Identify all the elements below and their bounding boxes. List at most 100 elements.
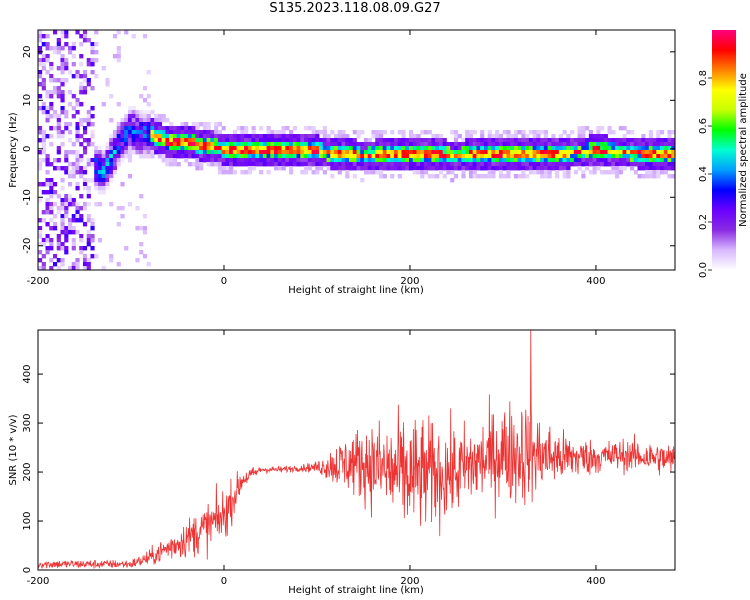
spectrogram-cell: [90, 234, 95, 239]
spectrogram-cell: [577, 130, 582, 135]
spectrogram-cell: [322, 170, 327, 175]
spectrogram-cell: [150, 138, 155, 143]
spectrogram-cell: [135, 150, 140, 155]
spectrogram-cell: [408, 134, 414, 139]
spectrogram-cell: [618, 126, 623, 131]
spectrogram-cell: [150, 134, 155, 139]
spectrogram-cell: [592, 150, 597, 155]
spectrogram-cell: [408, 162, 414, 167]
spectrogram-cell: [206, 122, 211, 127]
spectrogram-cell: [292, 134, 297, 139]
spectrogram-cell: [75, 182, 80, 187]
spectrogram-cell: [38, 230, 43, 235]
spectrogram-cell: [187, 154, 193, 159]
spectrogram-cell: [146, 118, 151, 123]
spectrogram-cell: [97, 162, 103, 167]
spectrogram-cell: [67, 122, 73, 127]
spectrogram-cell: [262, 138, 267, 143]
spectrogram-cell: [56, 194, 61, 199]
spectrogram-cell: [536, 158, 541, 163]
spectrogram-cell: [41, 146, 46, 151]
spectrogram-cell: [38, 82, 43, 87]
spectrogram-cell: [319, 130, 324, 135]
spectrogram-cell: [109, 174, 114, 179]
spectrogram-cell: [495, 150, 500, 155]
spectrogram-cell: [41, 190, 46, 195]
spectrogram-cell: [274, 130, 279, 135]
spectrogram-cell: [67, 218, 73, 223]
spectrogram-cell: [202, 158, 208, 163]
spectrogram-cell: [378, 154, 384, 159]
spectrogram-cell: [64, 250, 69, 255]
spectrogram-cell: [109, 170, 114, 175]
spectrogram-cell: [180, 134, 185, 139]
spectrogram-cell: [408, 130, 414, 135]
spectrogram-cell: [446, 154, 451, 159]
spectrogram-cell: [214, 126, 219, 131]
spectrogram-cell: [322, 130, 327, 135]
spectrogram-cell: [322, 134, 327, 139]
spectrogram-cell: [633, 138, 638, 143]
spectrogram-cell: [266, 138, 271, 143]
spectrogram-cell: [202, 122, 208, 127]
spectrogram-cell: [75, 214, 80, 219]
spectrogram-cell: [187, 130, 193, 135]
spectrogram-cell: [169, 154, 174, 159]
spectrogram-cell: [363, 162, 369, 167]
spectrogram-cell: [671, 174, 676, 179]
spectrogram-cell: [341, 142, 346, 147]
spectrogram-cell: [120, 154, 125, 159]
spectrogram-cell: [442, 138, 447, 143]
spectrogram-cell: [536, 130, 541, 135]
spectrogram-cell: [82, 126, 88, 131]
spectrogram-cell: [588, 146, 593, 151]
spectrogram-cell: [67, 70, 73, 75]
spectrogram-cell: [176, 146, 181, 151]
spectrogram-cell: [79, 154, 84, 159]
spectrogram-cell: [315, 162, 320, 167]
spectrogram-cell: [71, 238, 76, 243]
spectrogram-cell: [435, 146, 440, 151]
spectrogram-cell: [341, 130, 346, 135]
spectrogram-cell: [240, 138, 245, 143]
spectrogram-cell: [229, 138, 234, 143]
spectrogram-cell: [127, 174, 133, 179]
spectrogram-cell: [461, 170, 466, 175]
spectrogram-cell: [521, 150, 526, 155]
spectrogram-cell: [517, 166, 522, 171]
spectrogram-cell: [142, 34, 148, 39]
snr-y-tick-label: 400: [22, 365, 33, 384]
spectrogram-cell: [577, 126, 582, 131]
spectrogram-y-tick-label: 20: [22, 45, 33, 58]
spectrogram-cell: [64, 58, 69, 63]
spectrogram-cell: [94, 254, 99, 259]
spectrogram-cell: [378, 162, 384, 167]
spectrogram-cell: [450, 162, 455, 167]
spectrogram-cell: [45, 58, 50, 63]
spectrogram-cell: [221, 154, 226, 159]
spectrogram-cell: [371, 162, 376, 167]
spectrogram-cell: [390, 138, 395, 143]
spectrogram-cell: [131, 134, 136, 139]
spectrogram-cell: [326, 142, 331, 147]
spectrogram-cell: [161, 118, 166, 123]
spectrogram-cell: [165, 146, 170, 151]
spectrogram-cell: [435, 138, 440, 143]
spectrogram-cell: [472, 130, 477, 135]
spectrogram-cell: [660, 150, 665, 155]
spectrogram-cell: [45, 202, 50, 207]
spectrogram-cell: [94, 186, 99, 191]
spectrogram-cell: [562, 146, 567, 151]
spectrogram-cell: [244, 158, 249, 163]
spectrogram-cell: [618, 166, 623, 171]
spectrogram-cell: [146, 150, 151, 155]
spectrogram-cell: [195, 130, 200, 135]
spectrogram-cell: [225, 138, 230, 143]
snr-y-tick-label: 100: [22, 511, 33, 530]
spectrogram-cell: [420, 162, 425, 167]
spectrogram-cell: [645, 174, 650, 179]
spectrogram-cell: [165, 118, 170, 123]
spectrogram-cell: [281, 138, 286, 143]
spectrogram-cell: [191, 162, 196, 167]
spectrogram-cell: [112, 130, 118, 135]
